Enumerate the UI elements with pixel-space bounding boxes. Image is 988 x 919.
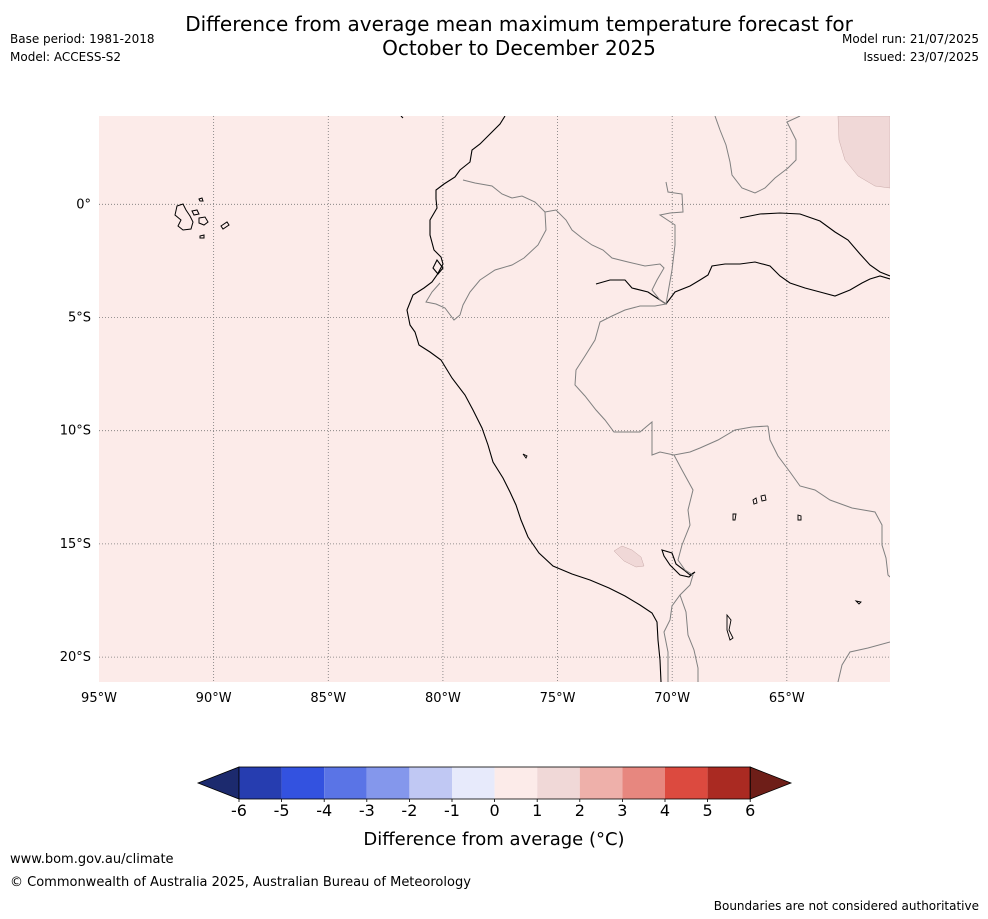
copyright-text: © Commonwealth of Australia 2025, Austra… bbox=[10, 875, 471, 890]
longitude-label: 90°W bbox=[196, 691, 232, 706]
colorbar-cell bbox=[622, 767, 665, 799]
lake-titicaca bbox=[661, 549, 696, 578]
colorbar-tick-label: -4 bbox=[316, 801, 332, 820]
border-bolivia-paraguay bbox=[837, 641, 890, 682]
warm-patch-northeast bbox=[837, 116, 890, 189]
title-line-2: October to December 2025 bbox=[382, 36, 656, 60]
border-peru-brazil bbox=[574, 303, 769, 456]
galapagos-islands bbox=[174, 197, 230, 239]
lake-bolivia-south bbox=[797, 514, 802, 521]
latitude-label: 20°S bbox=[60, 650, 91, 665]
website-link[interactable]: www.bom.gov.au/climate bbox=[10, 852, 174, 867]
title-line-1: Difference from average mean maximum tem… bbox=[185, 12, 853, 36]
longitude-labels: 95°W 90°W 85°W 80°W 75°W 70°W 65°W bbox=[81, 691, 805, 706]
galapagos-san-cristobal bbox=[220, 221, 230, 230]
latitude-label: 5°S bbox=[68, 310, 91, 325]
colorbar-cell bbox=[409, 767, 452, 799]
longitude-label: 95°W bbox=[81, 691, 117, 706]
lake-paraguay bbox=[854, 600, 862, 605]
country-borders bbox=[425, 116, 890, 682]
longitude-label: 75°W bbox=[540, 691, 576, 706]
colorbar-tick-label: -1 bbox=[444, 801, 460, 820]
colorbar-cell bbox=[239, 767, 282, 799]
colorbar-extend-high bbox=[749, 766, 793, 800]
lake-peru-inland bbox=[522, 453, 528, 459]
colorbar-cell bbox=[452, 767, 495, 799]
colorbar-cell bbox=[281, 767, 325, 799]
latitude-label: 15°S bbox=[60, 537, 91, 552]
lake-poopo bbox=[726, 613, 734, 641]
lake-bolivia-east bbox=[760, 494, 767, 502]
latitude-labels: 0° 5°S 10°S 15°S 20°S bbox=[60, 197, 91, 665]
galapagos-isabela bbox=[174, 203, 194, 231]
colorbar[interactable]: -6 -5 -4 -3 -2 -1 0 1 2 3 4 5 6 Difference from aver… bbox=[196, 766, 793, 850]
colorbar-extend-low bbox=[196, 766, 240, 800]
galapagos-espanola bbox=[199, 234, 205, 239]
disclaimer-text: Boundaries are not considered authoritat… bbox=[713, 899, 979, 913]
colorbar-tick-label: -5 bbox=[274, 801, 290, 820]
lake-rogaguado bbox=[752, 497, 758, 505]
model-run: Model run: 21/07/2025 bbox=[841, 32, 979, 46]
issued-date: Issued: 23/07/2025 bbox=[863, 50, 979, 64]
longitude-label: 85°W bbox=[310, 691, 346, 706]
warm-patch-titicaca bbox=[613, 545, 645, 568]
colorbar-cell bbox=[579, 767, 623, 799]
galapagos-santiago bbox=[191, 209, 200, 216]
meta-left: Base period: 1981-2018 Model: ACCESS-S2 bbox=[10, 30, 155, 66]
colorbar-cells bbox=[196, 766, 793, 800]
colorbar-tick-label: -3 bbox=[359, 801, 375, 820]
border-bolivia-brazil bbox=[767, 425, 890, 578]
colorbar-cell bbox=[366, 767, 410, 799]
longitude-label: 70°W bbox=[654, 691, 690, 706]
colorbar-cell bbox=[324, 767, 367, 799]
colorbar-tick-label: 2 bbox=[575, 801, 585, 820]
border-colombia-peru bbox=[544, 209, 667, 305]
map-background bbox=[99, 116, 890, 682]
latitude-label: 0° bbox=[76, 197, 91, 212]
border-peru-bolivia bbox=[663, 454, 694, 682]
amazon-river bbox=[595, 261, 890, 305]
colorbar-cell bbox=[537, 767, 580, 799]
colorbar-cell bbox=[707, 767, 751, 799]
border-colombia-ecuador bbox=[425, 179, 547, 321]
island-north bbox=[400, 116, 404, 119]
graticule bbox=[99, 116, 890, 682]
longitude-label: 80°W bbox=[425, 691, 461, 706]
colorbar-title: Difference from average (°C) bbox=[363, 829, 624, 850]
meta-right: Model run: 21/07/2025 Issued: 23/07/2025 bbox=[842, 30, 979, 66]
colorbar-tick-label: -2 bbox=[401, 801, 417, 820]
border-colombia-brazil bbox=[658, 181, 684, 305]
colorbar-cell bbox=[665, 767, 708, 799]
colorbar-tick-label: 3 bbox=[617, 801, 627, 820]
amazon-river-north-bank bbox=[739, 212, 890, 277]
colorbar-cell bbox=[494, 767, 538, 799]
lake-bolivia-small bbox=[732, 513, 737, 521]
coastlines bbox=[400, 116, 890, 682]
inland-lakes bbox=[522, 453, 862, 641]
colorbar-tick-label: 6 bbox=[745, 801, 755, 820]
galapagos-marchena bbox=[198, 197, 204, 202]
colorbar-tick-label: -6 bbox=[231, 801, 247, 820]
colorbar-tick-label: 1 bbox=[532, 801, 542, 820]
galapagos-santa-cruz bbox=[198, 216, 209, 226]
chart-title: Difference from average mean maximum tem… bbox=[0, 12, 988, 60]
colorbar-tick-label: 0 bbox=[490, 801, 500, 820]
longitude-label: 65°W bbox=[769, 691, 805, 706]
border-colombia-venezuela bbox=[714, 116, 801, 194]
border-bolivia-chile bbox=[679, 594, 699, 682]
coastline-pacific bbox=[406, 116, 662, 682]
colorbar-tick-label: 4 bbox=[660, 801, 670, 820]
colorbar-tick-labels: -6 -5 -4 -3 -2 -1 0 1 2 3 4 5 6 bbox=[231, 799, 755, 820]
forecast-patches bbox=[613, 116, 890, 568]
base-period: Base period: 1981-2018 bbox=[10, 32, 155, 46]
map-panel: 95°W 90°W 85°W 80°W 75°W 70°W 65°W 0° 5°S 10°S 15… bbox=[60, 116, 890, 706]
latitude-label: 10°S bbox=[60, 424, 91, 439]
model-name: Model: ACCESS-S2 bbox=[10, 50, 122, 64]
colorbar-tick-label: 5 bbox=[703, 801, 713, 820]
coastline-guayaquil bbox=[432, 258, 444, 275]
